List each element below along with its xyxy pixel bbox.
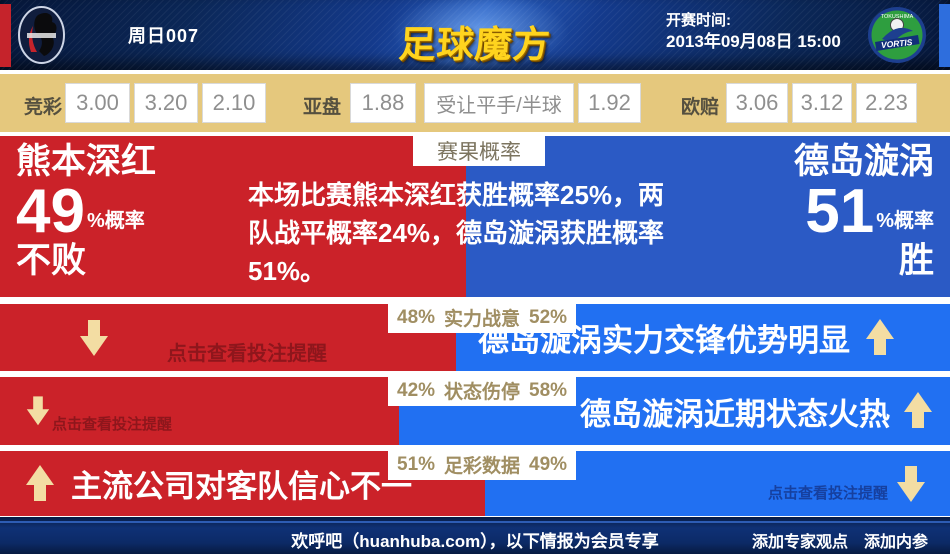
oupei-draw-odds: 3.12 (792, 83, 852, 123)
kickoff-label: 开赛时间: (666, 12, 731, 29)
away-team-summary: 德岛漩涡 51 %概率 胜 (793, 142, 934, 280)
oupei-home-odds: 3.06 (726, 83, 788, 123)
form-home-percent: 42% (397, 379, 436, 401)
yapan-label: 亚盘 (303, 97, 342, 118)
yapan-away-odds: 1.92 (578, 83, 641, 123)
lottery-label-strip: 51% 足彩数据 49% (388, 449, 577, 480)
home-color-stripe (0, 4, 11, 67)
probability-summary-text: 本场比赛熊本深红获胜概率25%，两队战平概率24%，德岛漩涡获胜概率51%。 (248, 180, 665, 287)
kickoff-time: 2013年09月08日 15:00 (666, 32, 841, 52)
add-insider-info-link[interactable]: 添加内参 (863, 534, 928, 551)
home-outcome: 不败 (16, 240, 87, 280)
strength-home-bar: 点击查看投注提醒 (0, 304, 456, 371)
match-header: 周日007 足球魔方 开赛时间: 2013年09月08日 15:00 TOKUS… (0, 0, 950, 70)
away-team-crest-icon: TOKUSHIMA VORTIS (866, 5, 928, 65)
up-arrow-icon (904, 392, 932, 430)
form-factor-name: 状态伤停 (444, 382, 521, 403)
away-outcome: 胜 (898, 240, 934, 280)
down-arrow-icon[interactable] (26, 395, 50, 426)
svg-text:TOKUSHIMA: TOKUSHIMA (881, 14, 914, 20)
lottery-factor-name: 足彩数据 (444, 456, 521, 477)
jingcai-label: 竞彩 (24, 97, 63, 118)
home-team-summary: 熊本深红 49 %概率 不败 (16, 142, 157, 280)
svg-text:VORTIS: VORTIS (881, 37, 914, 50)
jingcai-draw-odds: 3.20 (134, 83, 198, 123)
oupei-away-odds: 2.23 (856, 83, 917, 123)
odds-bar: 竞彩 3.00 3.20 2.10 亚盘 1.88 受让平手/半球 1.92 欧… (0, 74, 950, 132)
bet-hint-link[interactable]: 点击查看投注提醒 (767, 485, 888, 502)
match-code: 周日007 (128, 26, 200, 46)
up-arrow-icon (26, 464, 54, 503)
form-away-percent: 58% (529, 379, 568, 401)
down-arrow-icon[interactable] (897, 464, 925, 502)
home-percent-value: 49 (16, 176, 85, 246)
yapan-home-odds: 1.88 (350, 83, 416, 123)
factor-row-form: 点击查看投注提醒 德岛漩涡近期状态火热 42% 状态伤停 58% (0, 375, 950, 445)
away-team-name: 德岛漩涡 (793, 142, 934, 181)
lottery-home-percent: 51% (397, 453, 436, 475)
home-team-crest-icon (18, 6, 65, 64)
form-label-strip: 42% 状态伤停 58% (388, 375, 577, 406)
down-arrow-icon[interactable] (80, 318, 108, 356)
factor-row-lottery-data: 主流公司对客队信心不一 点击查看投注提醒 51% 足彩数据 49% (0, 449, 950, 516)
footer-divider (0, 521, 950, 523)
bet-hint-link[interactable]: 点击查看投注提醒 (167, 343, 327, 365)
home-probability-panel (0, 136, 466, 297)
away-probability: 51 %概率 (805, 176, 934, 246)
yapan-handicap: 受让平手/半球 (424, 83, 574, 123)
strength-away-percent: 52% (529, 306, 568, 328)
lottery-away-percent: 49% (529, 453, 568, 475)
bet-hint-link[interactable]: 点击查看投注提醒 (52, 416, 173, 433)
result-probability-block: 赛果概率 熊本深红 49 %概率 不败 德岛漩涡 51 %概率 胜 本场比赛熊本… (0, 136, 950, 297)
away-color-stripe (939, 4, 950, 67)
site-logo: 足球魔方 (397, 24, 553, 65)
form-message: 德岛漩涡近期状态火热 (580, 396, 890, 432)
strength-factor-name: 实力战意 (444, 309, 521, 330)
form-home-bar: 点击查看投注提醒 (0, 377, 399, 445)
footer-promo-text: 欢呼吧（huanhuba.com），以下情报为会员专享 (291, 532, 659, 551)
away-probability-panel (466, 136, 950, 297)
away-percent-suffix: %概率 (876, 209, 934, 232)
home-team-name: 熊本深红 (16, 142, 157, 181)
jingcai-home-odds: 3.00 (65, 83, 130, 123)
factor-row-strength: 点击查看投注提醒 德岛漩涡实力交锋优势明显 48% 实力战意 52% (0, 302, 950, 371)
oupei-label: 欧赔 (681, 97, 720, 118)
lottery-message: 主流公司对客队信心不一 (71, 469, 412, 504)
jingcai-away-odds: 2.10 (202, 83, 266, 123)
footer-links: 添加专家观点 添加内参 (752, 528, 928, 552)
add-expert-opinion-link[interactable]: 添加专家观点 (751, 534, 848, 551)
logo-glow (390, 0, 570, 70)
away-percent-value: 51 (805, 176, 875, 246)
up-arrow-icon (866, 318, 894, 357)
home-probability: 49 %概率 (16, 176, 145, 246)
footer-bar: 欢呼吧（huanhuba.com），以下情报为会员专享 添加专家观点 添加内参 (0, 517, 950, 554)
tab-result-probability[interactable]: 赛果概率 (413, 136, 545, 166)
strength-home-percent: 48% (397, 306, 436, 328)
strength-label-strip: 48% 实力战意 52% (388, 302, 577, 333)
kickoff-time-block: 开赛时间: 2013年09月08日 15:00 (666, 11, 841, 54)
home-percent-suffix: %概率 (86, 209, 145, 232)
